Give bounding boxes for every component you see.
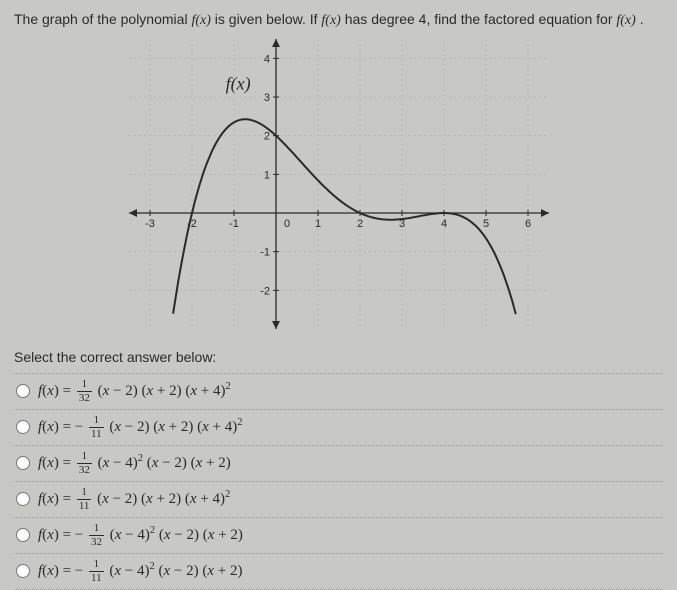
svg-text:-3: -3	[145, 218, 155, 230]
q-mid: is given below. If	[215, 11, 322, 27]
svg-text:6: 6	[524, 218, 530, 230]
svg-text:0: 0	[284, 218, 290, 230]
svg-text:-1: -1	[260, 246, 270, 258]
svg-text:5: 5	[482, 218, 488, 230]
option-formula: f(x) = − 111 (x − 2) (x + 2) (x + 4)2	[38, 415, 243, 440]
polynomial-graph: -3-2-1123456-2-112340f(x)	[129, 39, 549, 329]
svg-text:3: 3	[263, 92, 269, 104]
q-fx1: f(x)	[191, 13, 210, 28]
option-radio[interactable]	[16, 492, 30, 506]
q-prefix: The graph of the polynomial	[14, 11, 191, 27]
q-mid2: has degree 4, find the factored equation…	[345, 11, 617, 27]
option-formula: f(x) = − 132 (x − 4)2 (x − 2) (x + 2)	[38, 523, 243, 548]
option-radio[interactable]	[16, 564, 30, 578]
option-formula: f(x) = 132 (x − 2) (x + 2) (x + 4)2	[38, 379, 231, 404]
option-row[interactable]: f(x) = 132 (x − 4)2 (x − 2) (x + 2)	[14, 446, 663, 482]
q-suffix: .	[640, 11, 644, 27]
option-formula: f(x) = − 111 (x − 4)2 (x − 2) (x + 2)	[38, 559, 243, 584]
option-row[interactable]: f(x) = − 111 (x − 4)2 (x − 2) (x + 2)	[14, 554, 663, 590]
answer-options: f(x) = 132 (x − 2) (x + 2) (x + 4)2 f(x) …	[14, 373, 663, 590]
option-radio[interactable]	[16, 456, 30, 470]
option-radio[interactable]	[16, 420, 30, 434]
svg-text:1: 1	[314, 218, 320, 230]
option-radio[interactable]	[16, 384, 30, 398]
select-prompt: Select the correct answer below:	[14, 349, 663, 365]
option-radio[interactable]	[16, 528, 30, 542]
question-text: The graph of the polynomial f(x) is give…	[14, 10, 663, 31]
svg-text:-2: -2	[260, 285, 270, 297]
option-formula: f(x) = 111 (x − 2) (x + 2) (x + 4)2	[38, 487, 230, 512]
svg-text:4: 4	[440, 218, 446, 230]
option-row[interactable]: f(x) = − 132 (x − 4)2 (x − 2) (x + 2)	[14, 518, 663, 554]
svg-text:4: 4	[263, 53, 269, 65]
option-row[interactable]: f(x) = − 111 (x − 2) (x + 2) (x + 4)2	[14, 410, 663, 446]
option-row[interactable]: f(x) = 132 (x − 2) (x + 2) (x + 4)2	[14, 374, 663, 410]
svg-text:-1: -1	[229, 218, 239, 230]
q-fx3: f(x)	[616, 13, 635, 28]
q-fx2: f(x)	[321, 13, 340, 28]
option-formula: f(x) = 132 (x − 4)2 (x − 2) (x + 2)	[38, 451, 231, 476]
option-row[interactable]: f(x) = 111 (x − 2) (x + 2) (x + 4)2	[14, 482, 663, 518]
svg-text:2: 2	[356, 218, 362, 230]
svg-text:f(x): f(x)	[225, 73, 250, 94]
svg-text:2: 2	[263, 130, 269, 142]
chart-container: -3-2-1123456-2-112340f(x)	[14, 39, 663, 329]
svg-text:1: 1	[263, 169, 269, 181]
